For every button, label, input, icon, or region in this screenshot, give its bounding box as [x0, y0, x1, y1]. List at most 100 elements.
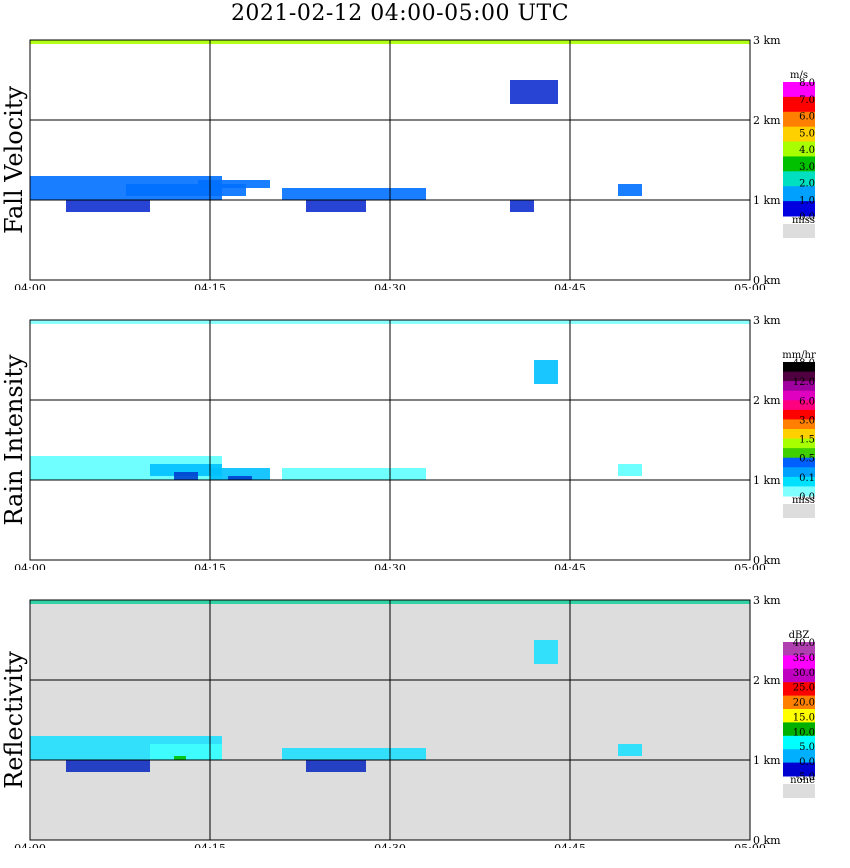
- legend-label: 1.5: [799, 435, 815, 446]
- y-tick-label: 2 km: [753, 674, 781, 687]
- legend-swatch: [783, 448, 815, 459]
- echo-feature: [174, 472, 198, 480]
- echo-feature: [282, 748, 426, 760]
- legend-swatch: [783, 429, 815, 440]
- legend-label: 25.0: [793, 683, 815, 694]
- legend-label: 1.0: [799, 195, 815, 206]
- legend-missing-swatch: [783, 224, 815, 238]
- legend-label: 2.0: [799, 179, 815, 190]
- legend-swatch: [783, 438, 815, 449]
- legend-missing-label: none: [790, 775, 815, 786]
- legend-swatch: [783, 695, 815, 710]
- y-tick-label: 3 km: [753, 594, 781, 607]
- x-tick-label: 04:15: [194, 842, 226, 848]
- legend-swatch: [783, 201, 815, 217]
- legend-swatch: [783, 141, 815, 157]
- legend-swatch: [783, 722, 815, 737]
- y-axis-label: Rain Intensity: [0, 354, 28, 526]
- legend-missing-label: miss: [792, 215, 815, 226]
- y-tick-label: 0 km: [753, 834, 781, 847]
- legend-swatch: [783, 476, 815, 487]
- echo-feature: [198, 180, 270, 188]
- echo-feature: [534, 360, 558, 384]
- legend-swatch: [783, 82, 815, 98]
- legend-missing-swatch: [783, 504, 815, 518]
- echo-feature: [150, 744, 222, 760]
- rain-intensity-panel: 04:00 04:15 04:30 04:45 05:000 km 1 km 2 km 3 k…: [0, 314, 816, 570]
- legend-swatch: [783, 642, 815, 656]
- y-tick-label: 1 km: [753, 194, 781, 207]
- legend-swatch: [783, 362, 815, 373]
- legend-swatch: [783, 171, 815, 187]
- legend-swatch: [783, 419, 815, 430]
- y-tick-label: 1 km: [753, 474, 781, 487]
- legend-label: -5.0: [796, 772, 815, 783]
- legend-swatch: [783, 749, 815, 764]
- echo-feature: [66, 200, 150, 212]
- legend-label: 4.0: [799, 145, 815, 156]
- legend-label: 6.0: [799, 396, 815, 407]
- legend-missing-swatch: [783, 784, 815, 798]
- legend-label: 3.0: [799, 415, 815, 426]
- echo-feature: [210, 468, 270, 480]
- x-tick-label: 04:45: [554, 842, 586, 848]
- legend-label: 3.0: [799, 162, 815, 173]
- x-tick-label: 04:30: [374, 282, 406, 290]
- legend-label: 10.0: [793, 727, 815, 738]
- legend-swatch: [783, 390, 815, 401]
- legend-label: 40.0: [793, 638, 815, 649]
- legend-swatch: [783, 457, 815, 468]
- x-tick-label: 04:00: [14, 842, 46, 848]
- echo-feature: [510, 80, 558, 104]
- x-tick-label: 04:45: [554, 562, 586, 570]
- legend-swatch: [783, 381, 815, 392]
- legend-swatch: [783, 762, 815, 777]
- legend-label: 0.1: [799, 473, 815, 484]
- legend-swatch: [783, 655, 815, 670]
- legend-swatch: [783, 400, 815, 411]
- legend-swatch: [783, 709, 815, 723]
- legend-label: 15.0: [793, 712, 815, 723]
- legend-swatch: [783, 96, 815, 113]
- plot-frame: [29, 319, 751, 561]
- echo-feature: [618, 464, 642, 476]
- chart-title: 2021-02-12 04:00-05:00 UTC: [230, 1, 570, 26]
- y-tick-label: 3 km: [753, 34, 781, 47]
- legend-label: 30.0: [793, 668, 815, 679]
- echo-feature: [306, 760, 366, 772]
- legend-label: 0.0: [799, 757, 815, 768]
- y-tick-label: 2 km: [753, 394, 781, 407]
- x-tick-label: 04:15: [194, 562, 226, 570]
- legend-label: 5.0: [799, 742, 815, 753]
- legend-label: 7.0: [799, 95, 815, 106]
- x-tick-label: 04:00: [14, 282, 46, 290]
- echo-feature: [282, 188, 426, 200]
- legend-unit: m/s: [790, 70, 808, 81]
- x-tick-label: 05:00: [734, 562, 766, 570]
- x-tick-label: 04:45: [554, 282, 586, 290]
- echo-feature: [306, 200, 366, 212]
- echo-feature: [150, 464, 222, 476]
- reflectivity-panel: 04:00 04:15 04:30 04:45 05:000 km 1 km 2 km 3 k…: [0, 594, 815, 848]
- legend-label: 48.0: [793, 358, 815, 369]
- x-tick-label: 04:30: [374, 562, 406, 570]
- legend-swatch: [783, 668, 815, 683]
- x-tick-label: 05:00: [734, 842, 766, 848]
- legend-label: 35.0: [793, 653, 815, 664]
- echo-feature: [618, 744, 642, 756]
- legend-swatch: [783, 371, 815, 382]
- y-tick-label: 1 km: [753, 754, 781, 767]
- echo-feature: [174, 756, 186, 760]
- legend-swatch: [783, 111, 815, 128]
- legend-unit: mm/hr: [782, 350, 816, 361]
- legend-swatch: [783, 682, 815, 697]
- y-tick-label: 3 km: [753, 314, 781, 327]
- legend-label: 0.0: [799, 492, 815, 503]
- legend-swatch: [783, 486, 815, 497]
- echo-feature: [618, 184, 642, 196]
- legend-label: 0.0: [799, 212, 815, 223]
- echo-feature: [228, 476, 252, 480]
- legend-label: 20.0: [793, 698, 815, 709]
- legend-label: 12.0: [793, 377, 815, 388]
- echo-feature: [66, 760, 150, 772]
